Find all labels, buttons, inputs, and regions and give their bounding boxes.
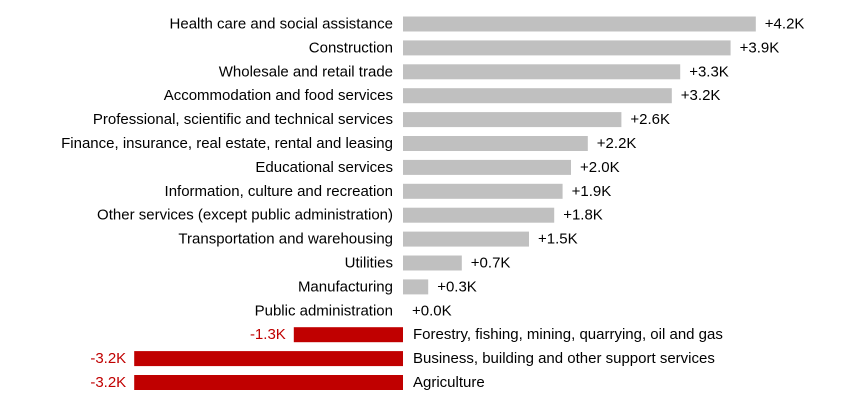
value-label: +3.3K	[689, 63, 729, 80]
bar	[403, 16, 756, 32]
bar	[403, 40, 731, 56]
bar	[134, 351, 403, 367]
value-label: +1.9K	[572, 183, 612, 200]
value-label: +0.3K	[437, 278, 477, 295]
value-label: +3.9K	[740, 39, 780, 56]
category-label: Construction	[309, 39, 393, 56]
category-label: Public administration	[255, 302, 393, 319]
bar	[403, 255, 462, 271]
value-label: +1.8K	[563, 207, 603, 224]
bar	[403, 136, 588, 151]
value-label: +0.7K	[471, 255, 511, 272]
category-label: Health care and social assistance	[170, 16, 393, 33]
value-label: -3.2K	[90, 374, 126, 391]
value-label: -1.3K	[250, 326, 286, 343]
value-label: +3.2K	[681, 87, 721, 104]
value-label: +2.0K	[580, 159, 620, 176]
category-label: Utilities	[345, 255, 393, 272]
value-label: +2.2K	[597, 135, 637, 152]
bar	[293, 327, 403, 343]
bar	[403, 279, 429, 295]
bar	[403, 207, 555, 223]
value-label: +4.2K	[765, 16, 805, 33]
category-label: Manufacturing	[298, 278, 393, 295]
category-label: Transportation and warehousing	[178, 231, 393, 248]
bar	[403, 183, 563, 199]
category-label: Finance, insurance, real estate, rental …	[61, 135, 393, 152]
bar	[403, 231, 529, 247]
category-label: Information, culture and recreation	[165, 183, 393, 200]
bar	[403, 112, 622, 128]
bar	[134, 375, 403, 390]
value-label: +0.0K	[412, 302, 452, 319]
value-label: +2.6K	[630, 111, 670, 128]
category-label: Wholesale and retail trade	[219, 63, 393, 80]
value-label: -3.2K	[90, 350, 126, 367]
category-label: Other services (except public administra…	[97, 207, 393, 224]
category-label: Accommodation and food services	[164, 87, 393, 104]
category-label: Forestry, fishing, mining, quarrying, oi…	[413, 326, 723, 343]
category-label: Educational services	[255, 159, 393, 176]
bar	[403, 88, 672, 104]
bar	[403, 159, 571, 175]
category-label: Professional, scientific and technical s…	[93, 111, 393, 128]
category-label: Business, building and other support ser…	[413, 350, 715, 367]
value-label: +1.5K	[538, 231, 578, 248]
category-label: Agriculture	[413, 374, 485, 391]
bar	[403, 64, 681, 80]
